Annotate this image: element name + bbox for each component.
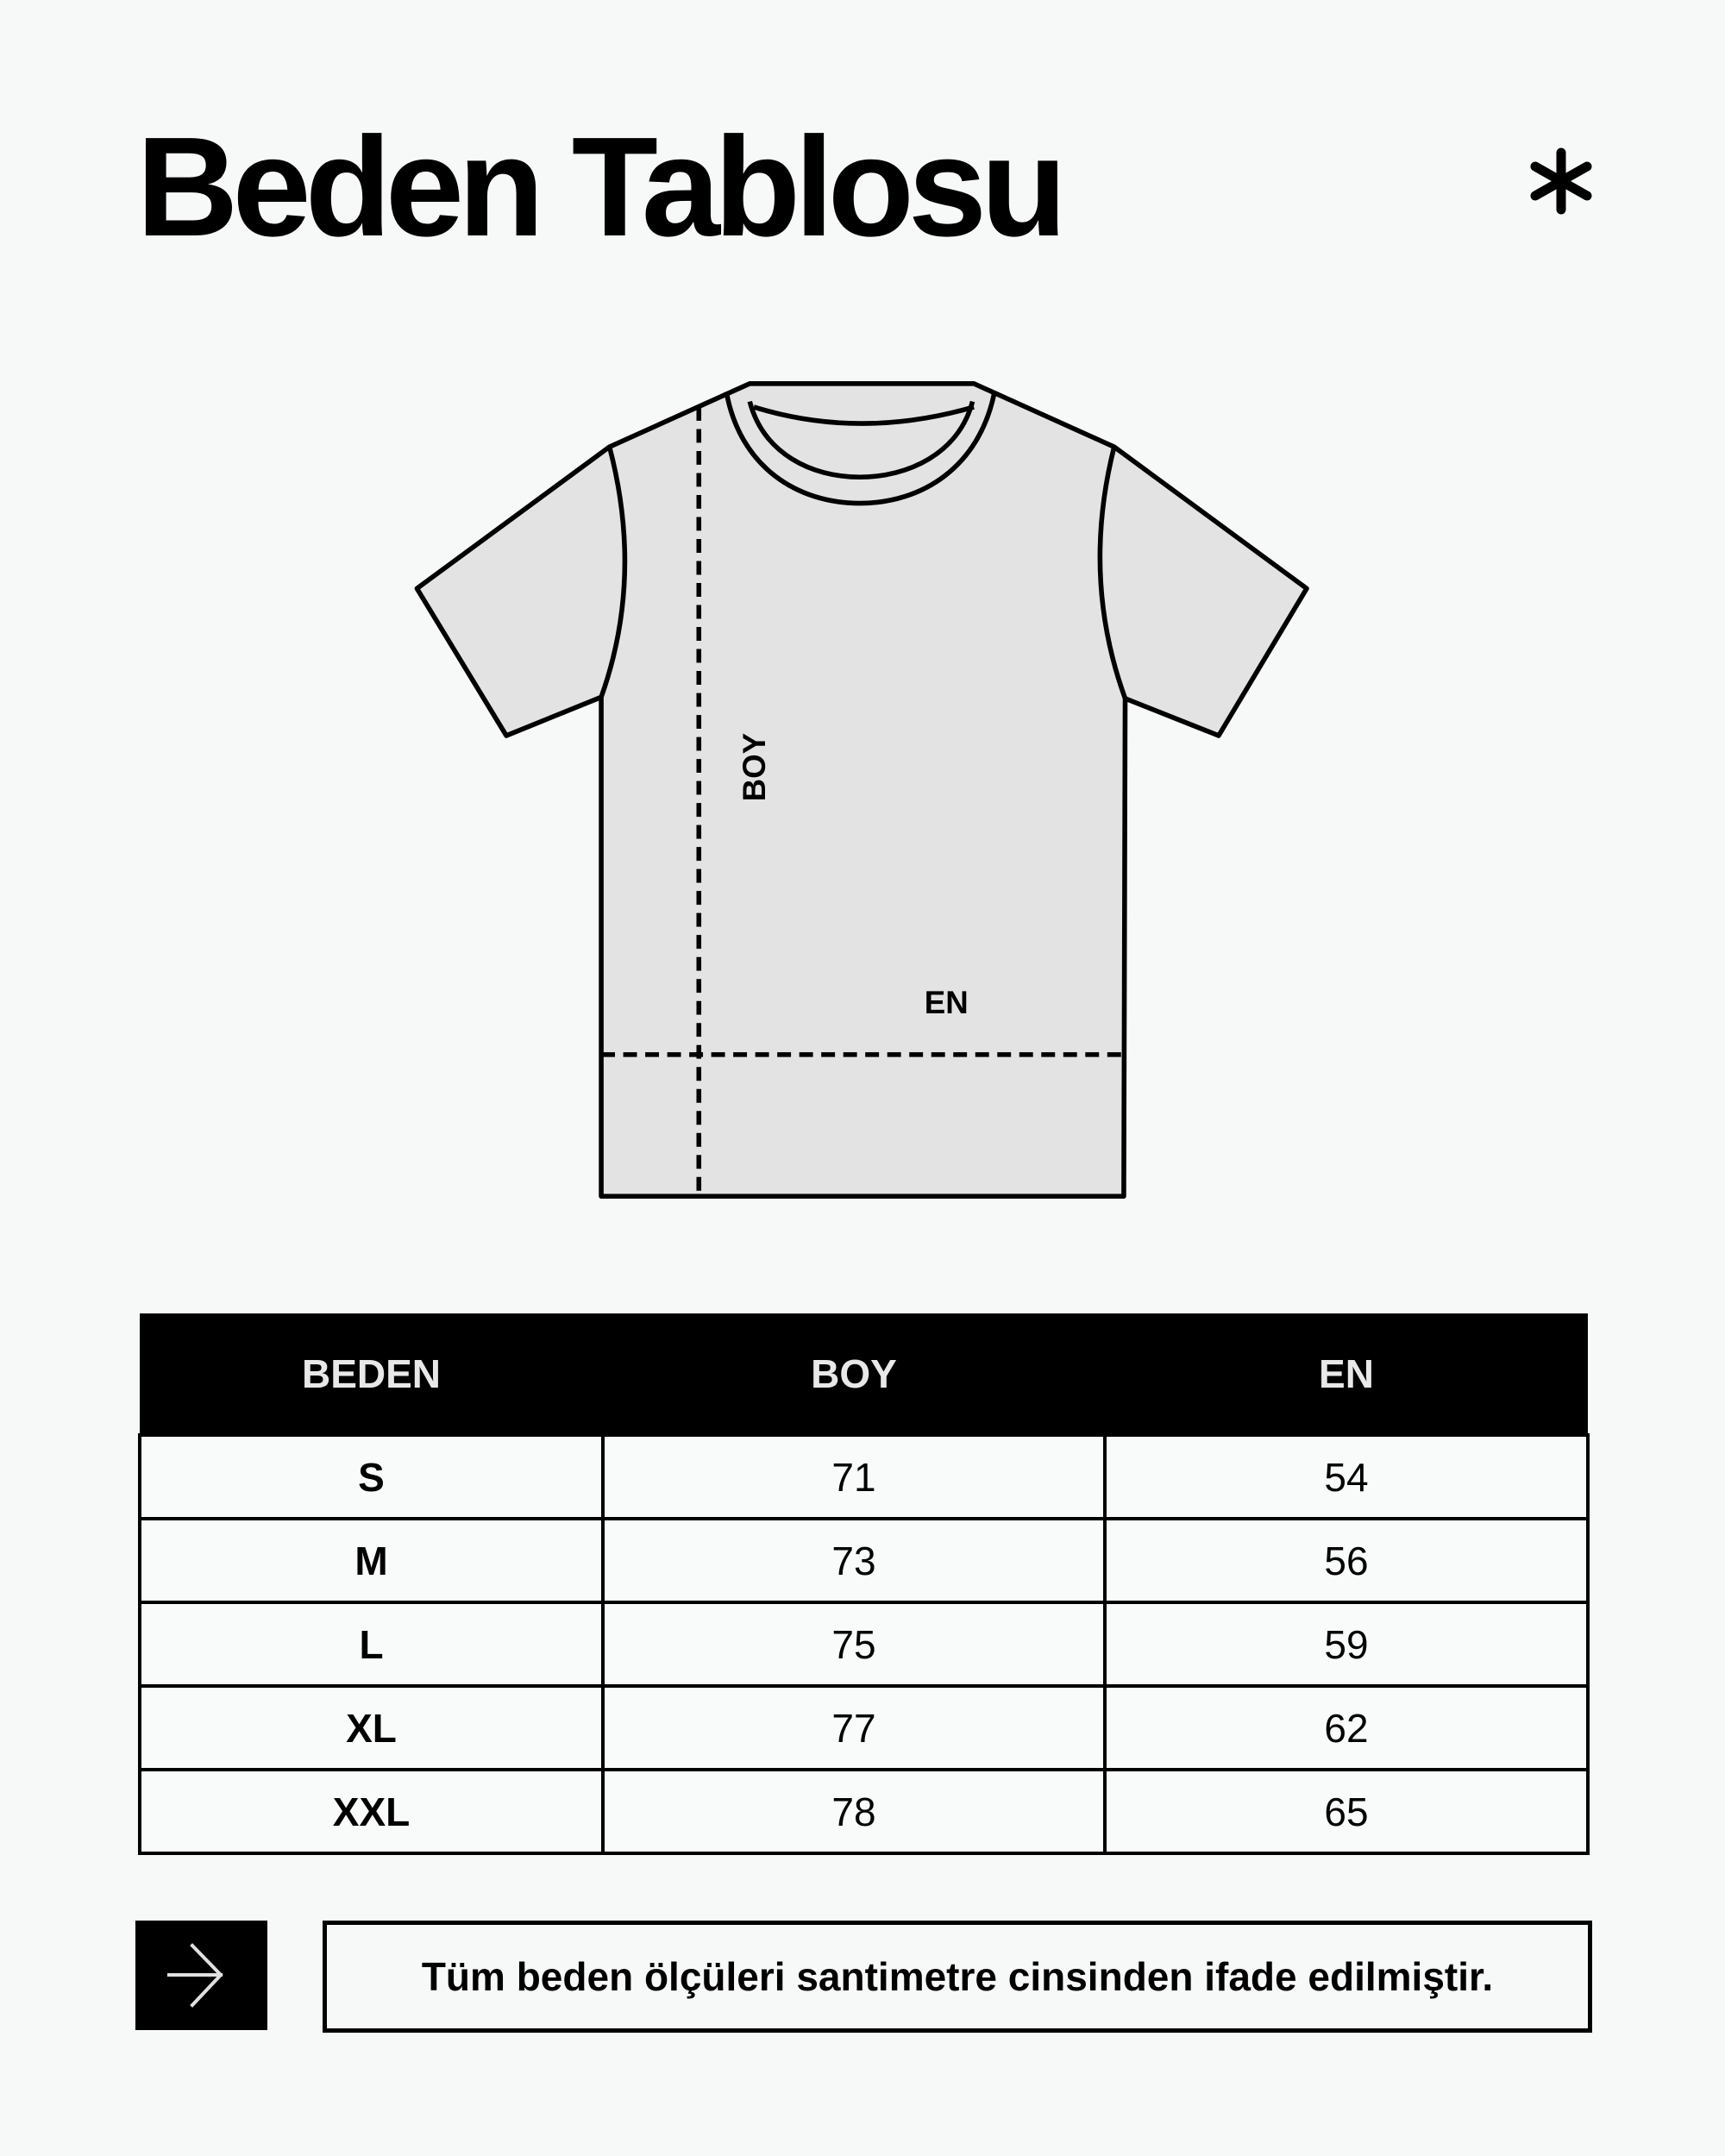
- size-table: BEDEN BOY EN S 71 54 M 73 56 L 75 59 XL 77 62 XX…: [138, 1313, 1590, 1855]
- size-cell: S: [138, 1433, 605, 1520]
- en-cell: 56: [1103, 1517, 1590, 1604]
- en-cell: 54: [1103, 1433, 1590, 1520]
- arrow-box: [135, 1921, 267, 2030]
- en-cell: 65: [1103, 1768, 1590, 1855]
- boy-label: BOY: [737, 733, 772, 801]
- right-armhole: [1097, 446, 1128, 699]
- size-cell: XXL: [138, 1768, 605, 1855]
- table-row: XXL 78 65: [138, 1768, 1590, 1855]
- collar-inner: [747, 400, 975, 480]
- size-cell: M: [138, 1517, 605, 1604]
- boy-cell: 78: [601, 1768, 1107, 1855]
- arrow-right-icon: [167, 1943, 223, 2008]
- table-row: XL 77 62: [138, 1684, 1590, 1771]
- left-armhole: [599, 446, 628, 699]
- boy-cell: 75: [601, 1601, 1107, 1688]
- en-cell: 59: [1103, 1601, 1590, 1688]
- table-header-row: BEDEN BOY EN: [140, 1313, 1588, 1435]
- table-row: S 71 54: [138, 1433, 1590, 1520]
- size-cell: XL: [138, 1684, 605, 1771]
- header-en: EN: [1105, 1313, 1588, 1435]
- back-neckline: [753, 404, 975, 426]
- collar-outer: [724, 391, 997, 506]
- header-beden: BEDEN: [140, 1313, 603, 1435]
- table-row: M 73 56: [138, 1517, 1590, 1604]
- page-title: Beden Tablosu: [136, 108, 1067, 266]
- en-label: EN: [925, 985, 969, 1020]
- table-row: L 75 59: [138, 1601, 1590, 1688]
- boy-cell: 77: [601, 1684, 1107, 1771]
- units-note: Tüm beden ölçüleri santimetre cinsinden …: [323, 1921, 1592, 2033]
- header-boy: BOY: [603, 1313, 1105, 1435]
- asterisk-icon: [1530, 147, 1592, 215]
- boy-cell: 71: [601, 1433, 1107, 1520]
- boy-cell: 73: [601, 1517, 1107, 1604]
- en-cell: 62: [1103, 1684, 1590, 1771]
- size-cell: L: [138, 1601, 605, 1688]
